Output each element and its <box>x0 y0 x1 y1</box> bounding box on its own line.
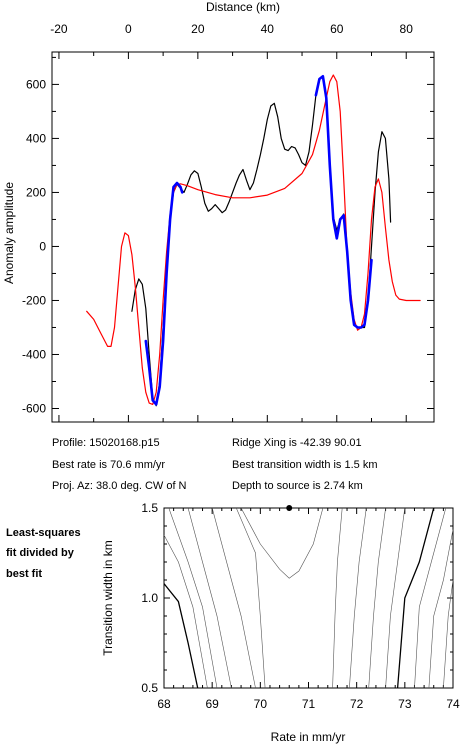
side-note: Least-squares fit divided by best fit <box>6 527 81 580</box>
contour-line-7 <box>332 507 343 689</box>
top-y-tick-label: 600 <box>26 77 46 91</box>
contour-line-3 <box>187 507 232 689</box>
depth-text: Depth to source is 2.74 km <box>232 480 363 492</box>
contour-line-10 <box>385 507 406 689</box>
bottom-x-tick-label: 72 <box>350 697 364 711</box>
top-x-tick-label: 40 <box>261 22 275 36</box>
proj-az-text: Proj. Az: 38.0 deg. CW of N <box>52 480 187 492</box>
top-y-tick-label: 200 <box>26 185 46 199</box>
best-transition-text: Best transition width is 1.5 km <box>232 459 378 471</box>
top-y-axis-title: Anomaly amplitude <box>2 182 16 284</box>
ridge-xing-text: Ridge Xing is -42.39 90.01 <box>232 437 362 449</box>
contour-line-11 <box>396 507 435 689</box>
contour-lines <box>163 507 454 689</box>
bottom-x-tick-label: 69 <box>205 697 219 711</box>
info-block: Profile: 15020168.p15 Best rate is 70.6 … <box>52 437 378 492</box>
contour-line-9 <box>368 507 386 689</box>
best-fit-marker <box>286 505 293 511</box>
side-note-line-1: Least-squares <box>6 527 81 539</box>
top-x-tick-label: 80 <box>400 22 414 36</box>
contour-line-8 <box>349 507 367 689</box>
top-y-tick-label: 0 <box>39 239 46 253</box>
bottom-x-tick-label: 74 <box>446 697 460 711</box>
bottom-x-axis-title: Rate in mm/yr <box>271 730 346 744</box>
bottom-y-axis-title: Transition width in km <box>101 540 115 656</box>
contour-line-2 <box>168 507 218 689</box>
top-y-tick-label: -200 <box>22 293 46 307</box>
bottom-y-tick-label: 1.5 <box>141 501 158 515</box>
top-y-tick-label: -400 <box>22 347 46 361</box>
profile-text: Profile: 15020168.p15 <box>52 437 160 449</box>
bottom-x-tick-label: 71 <box>302 697 316 711</box>
side-note-line-2: fit divided by <box>6 547 75 559</box>
bottom-plot-frame <box>163 507 454 689</box>
contour-line-6 <box>240 507 324 579</box>
top-y-tick-label: -600 <box>22 401 46 415</box>
contour-line-12 <box>414 507 447 689</box>
contour-line-13 <box>428 529 454 689</box>
bottom-y-tick-label: 1.0 <box>141 591 158 605</box>
top-x-axis-title: Distance (km) <box>206 0 280 14</box>
contour-line-1 <box>163 534 208 689</box>
top-plot-frame <box>51 51 435 423</box>
contour-line-5 <box>236 507 266 689</box>
bottom-x-tick-label: 70 <box>254 697 268 711</box>
bottom-x-tick-label: 73 <box>398 697 412 711</box>
top-x-tick-label: 0 <box>125 22 132 36</box>
series-line-1 <box>86 74 421 405</box>
anomaly-profile-chart: Distance (km) Anomaly amplitude -20 0 20 40… <box>2 0 435 423</box>
side-note-line-3: best fit <box>6 568 42 580</box>
best-rate-text: Best rate is 70.6 mm/yr <box>52 459 165 471</box>
top-y-tick-label: 400 <box>26 131 46 145</box>
bottom-ticks: 68 69 70 71 72 73 74 0.5 1.0 1.5 <box>141 501 460 711</box>
contour-line-4 <box>211 507 256 689</box>
top-series-lines <box>86 74 421 407</box>
top-x-tick-label: 60 <box>330 22 344 36</box>
contour-line-14 <box>443 579 454 689</box>
series-line-3 <box>314 75 373 329</box>
top-x-tick-label: -20 <box>50 22 68 36</box>
top-x-tick-label: 20 <box>191 22 205 36</box>
bottom-x-tick-label: 68 <box>157 697 171 711</box>
contour-chart: Rate in mm/yr Transition width in km 68 6… <box>101 501 460 744</box>
series-line-0 <box>131 75 392 407</box>
contour-line-0 <box>163 583 199 689</box>
series-line-2 <box>144 181 184 406</box>
bottom-y-tick-label: 0.5 <box>141 681 158 695</box>
